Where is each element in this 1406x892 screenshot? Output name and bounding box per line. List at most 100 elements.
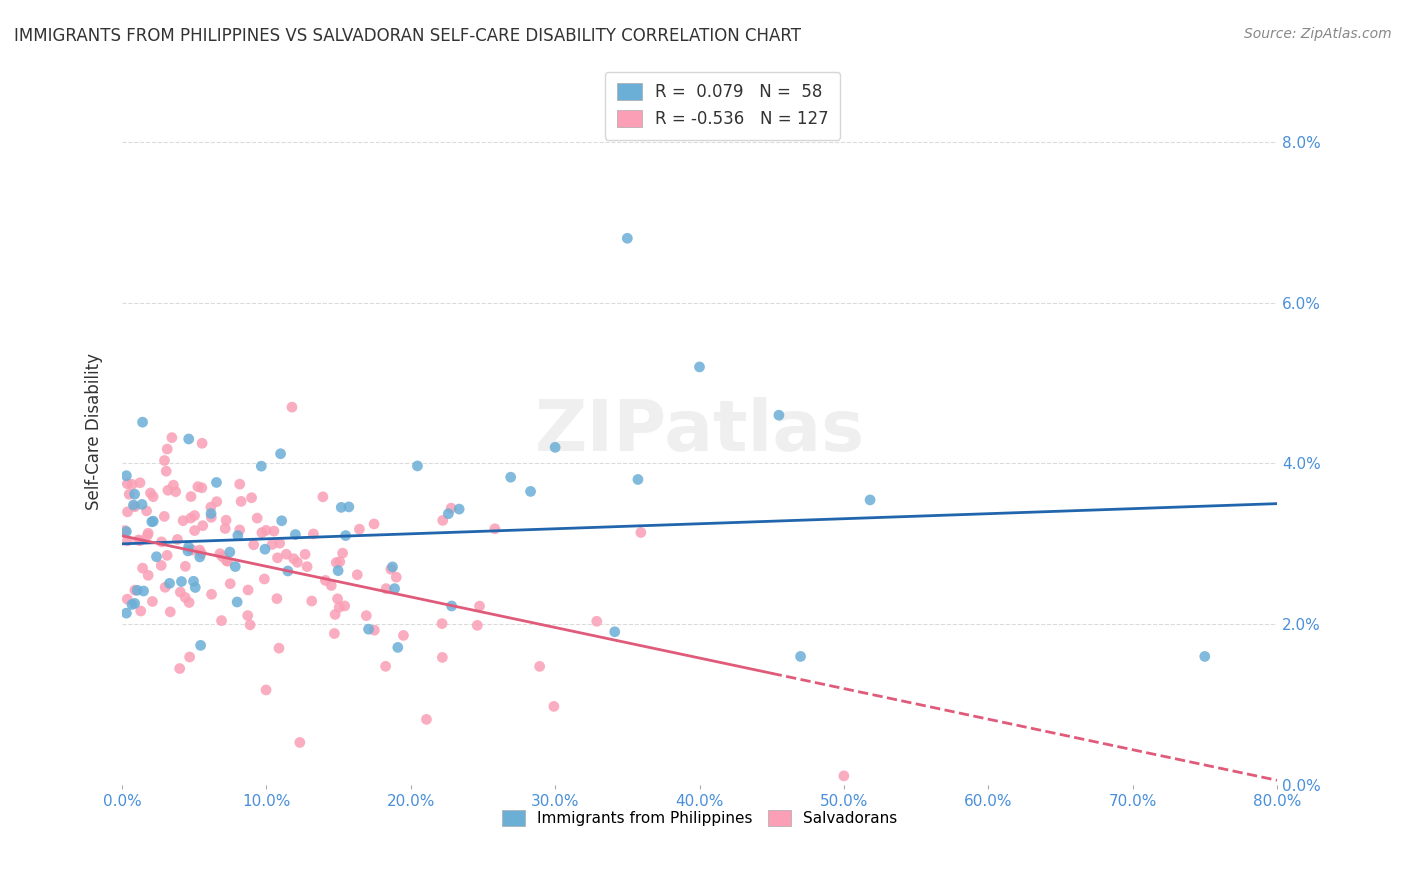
Point	[183, 508, 205, 523]
Point	[375, 582, 398, 596]
Point	[229, 494, 252, 508]
Point	[183, 524, 205, 538]
Point	[519, 484, 541, 499]
Point	[181, 543, 204, 558]
Point	[465, 618, 488, 632]
Point	[211, 614, 233, 628]
Point	[184, 581, 207, 595]
Point	[1194, 649, 1216, 664]
Point	[374, 659, 396, 673]
Point	[145, 549, 167, 564]
Point	[337, 500, 360, 514]
Point	[253, 542, 276, 557]
Point	[585, 614, 607, 628]
Point	[129, 475, 152, 490]
Point	[603, 624, 626, 639]
Point	[229, 477, 252, 491]
Point	[200, 510, 222, 524]
Point	[187, 480, 209, 494]
Point	[211, 549, 233, 564]
Point	[430, 616, 453, 631]
Point	[789, 649, 811, 664]
Point	[544, 441, 567, 455]
Point	[468, 599, 491, 613]
Point	[191, 481, 214, 495]
Point	[266, 550, 288, 565]
Point	[349, 522, 371, 536]
Point	[325, 556, 347, 570]
Point	[250, 525, 273, 540]
Point	[285, 555, 308, 569]
Point	[312, 490, 335, 504]
Point	[190, 639, 212, 653]
Point	[142, 514, 165, 528]
Point	[205, 475, 228, 490]
Point	[159, 605, 181, 619]
Point	[150, 534, 173, 549]
Point	[215, 513, 238, 527]
Point	[177, 540, 200, 554]
Point	[328, 600, 350, 615]
Point	[283, 551, 305, 566]
Point	[246, 511, 269, 525]
Point	[188, 543, 211, 558]
Point	[162, 478, 184, 492]
Point	[415, 712, 437, 726]
Point	[859, 492, 882, 507]
Point	[406, 458, 429, 473]
Point	[301, 594, 323, 608]
Point	[131, 415, 153, 429]
Point	[333, 599, 356, 613]
Point	[114, 524, 136, 538]
Point	[166, 533, 188, 547]
Point	[180, 511, 202, 525]
Point	[159, 576, 181, 591]
Legend: Immigrants from Philippines, Salvadorans: Immigrants from Philippines, Salvadorans	[495, 803, 905, 834]
Point	[174, 591, 197, 605]
Point	[124, 487, 146, 501]
Point	[226, 528, 249, 542]
Point	[284, 527, 307, 541]
Point	[240, 491, 263, 505]
Point	[136, 528, 159, 542]
Point	[323, 626, 346, 640]
Point	[188, 549, 211, 564]
Point	[131, 497, 153, 511]
Point	[387, 640, 409, 655]
Point	[179, 650, 201, 665]
Point	[191, 436, 214, 450]
Point	[269, 536, 291, 550]
Point	[122, 498, 145, 512]
Point	[124, 596, 146, 610]
Point	[616, 231, 638, 245]
Point	[253, 572, 276, 586]
Point	[115, 524, 138, 539]
Text: ZIPatlas: ZIPatlas	[534, 397, 865, 466]
Point	[200, 500, 222, 515]
Point	[768, 408, 790, 422]
Point	[384, 582, 406, 596]
Point	[270, 447, 292, 461]
Point	[432, 513, 454, 527]
Point	[127, 533, 149, 547]
Point	[236, 582, 259, 597]
Point	[218, 545, 240, 559]
Point	[200, 587, 222, 601]
Point	[226, 595, 249, 609]
Point	[262, 537, 284, 551]
Point	[543, 699, 565, 714]
Point	[281, 400, 304, 414]
Point	[117, 533, 139, 548]
Point	[169, 661, 191, 675]
Point	[832, 769, 855, 783]
Point	[183, 574, 205, 589]
Point	[219, 576, 242, 591]
Point	[277, 564, 299, 578]
Point	[174, 559, 197, 574]
Point	[156, 549, 179, 563]
Point	[239, 617, 262, 632]
Point	[224, 559, 246, 574]
Point	[380, 562, 402, 576]
Point	[276, 547, 298, 561]
Point	[141, 515, 163, 529]
